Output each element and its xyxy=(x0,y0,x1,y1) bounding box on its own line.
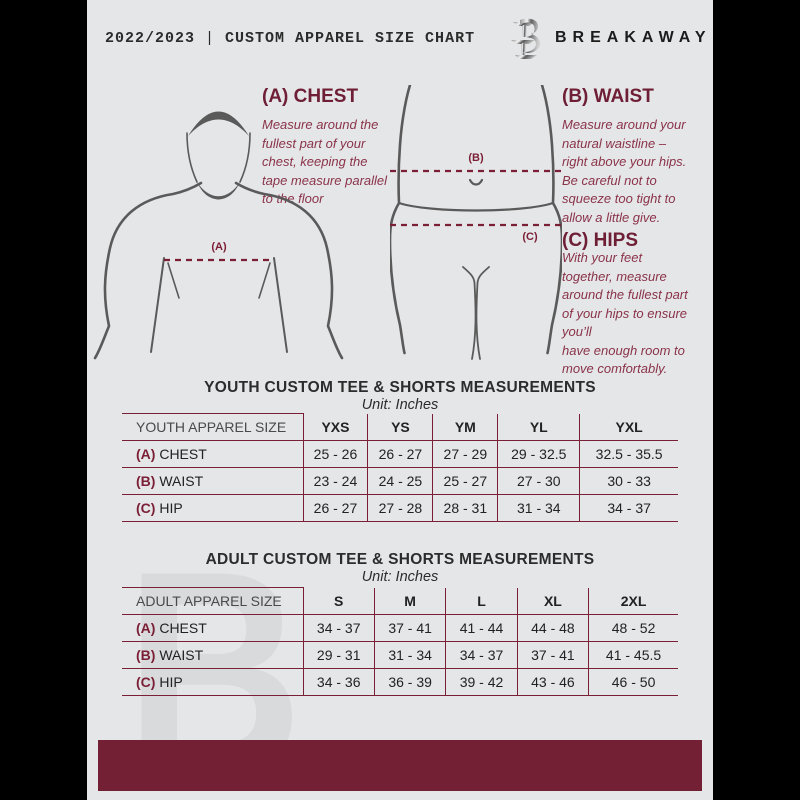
svg-text:(B): (B) xyxy=(468,152,484,164)
svg-text:(C): (C) xyxy=(522,231,538,243)
svg-text:(A): (A) xyxy=(211,241,227,253)
